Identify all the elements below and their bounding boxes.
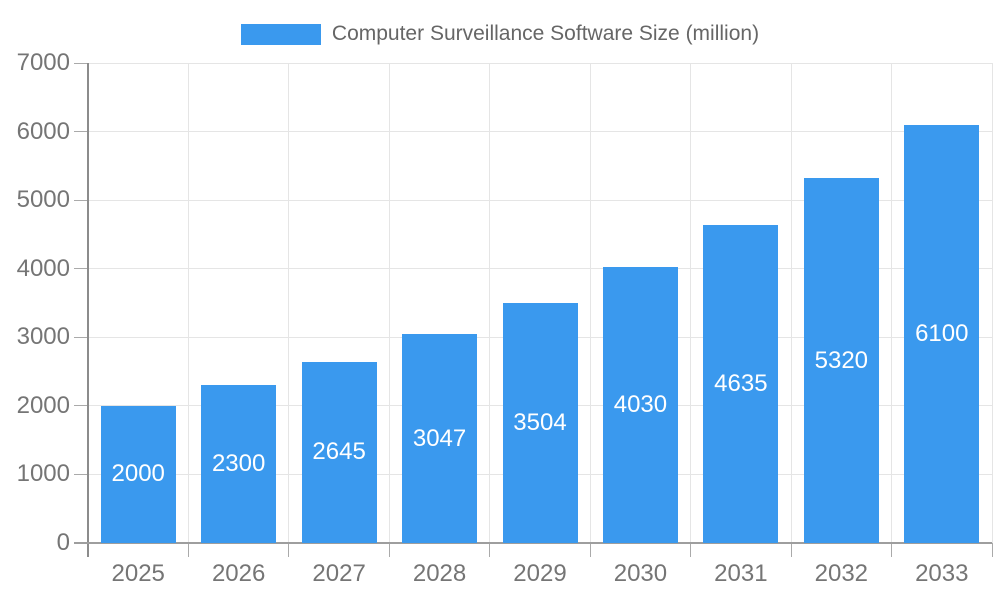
x-tick-label: 2033	[915, 560, 969, 587]
bar-value-label: 2645	[312, 438, 366, 466]
x-tick-mark	[790, 543, 792, 557]
y-tick-label: 2000	[16, 391, 70, 419]
chart-legend: Computer Surveillance Software Size (mil…	[0, 22, 1000, 46]
x-tick-mark	[589, 543, 591, 557]
x-tick-label: 2029	[513, 560, 567, 587]
bar-2031	[703, 225, 779, 543]
y-tick-label: 5000	[16, 186, 70, 214]
gridline-v	[187, 63, 189, 543]
bar-2032	[803, 178, 879, 543]
y-tick-label: 1000	[16, 460, 70, 488]
bar-value-label: 2000	[111, 460, 165, 488]
y-tick-label: 6000	[16, 117, 70, 145]
x-axis-line	[74, 542, 992, 544]
bar-value-label: 3504	[513, 408, 567, 436]
gridline-v	[589, 63, 591, 543]
gridline-v	[690, 63, 692, 543]
y-tick-label: 7000	[16, 49, 70, 76]
y-tick-mark	[74, 473, 88, 475]
x-tick-mark	[187, 543, 189, 557]
bar-2027	[301, 361, 377, 543]
x-tick-mark	[489, 543, 491, 557]
gridline-v	[790, 63, 792, 543]
bar-2025	[100, 405, 176, 543]
y-tick-label: 3000	[16, 323, 70, 351]
x-tick-mark	[388, 543, 390, 557]
x-tick-mark	[891, 543, 893, 557]
bar-value-label: 2300	[211, 450, 266, 478]
bar-value-label: 3047	[412, 424, 467, 452]
bar-value-label: 5320	[814, 346, 869, 374]
gridline-v	[991, 63, 993, 543]
gridline-h	[88, 268, 992, 270]
gridline-v	[891, 63, 893, 543]
x-tick-mark	[991, 543, 993, 557]
y-tick-mark	[74, 336, 88, 338]
y-axis-line	[87, 63, 89, 557]
gridline-v	[388, 63, 390, 543]
x-tick-mark	[690, 543, 692, 557]
bar-value-label: 4635	[714, 370, 768, 398]
bar-2030	[602, 266, 678, 543]
y-tick-mark	[74, 199, 88, 201]
gridline-v	[288, 63, 290, 543]
x-tick-label: 2031	[714, 560, 768, 587]
gridline-h	[88, 199, 992, 201]
x-tick-label: 2025	[111, 560, 165, 587]
y-tick-mark	[74, 62, 88, 64]
y-tick-mark	[74, 405, 88, 407]
x-tick-label: 2030	[613, 560, 668, 587]
bar-value-label: 4030	[613, 390, 668, 418]
x-tick-label: 2026	[211, 560, 266, 587]
y-tick-mark	[74, 131, 88, 133]
gridline-h	[88, 131, 992, 133]
gridline-v	[489, 63, 491, 543]
x-tick-mark	[288, 543, 290, 557]
legend-label: Computer Surveillance Software Size (mil…	[331, 22, 760, 45]
y-tick-label: 0	[56, 529, 70, 556]
bar-2026	[201, 385, 277, 543]
bar-2033	[904, 124, 980, 543]
legend-swatch	[240, 23, 321, 45]
gridline-h	[88, 62, 992, 64]
bar-value-label: 6100	[915, 319, 969, 347]
x-tick-label: 2032	[814, 560, 869, 587]
y-tick-label: 4000	[16, 254, 70, 282]
y-tick-mark	[74, 268, 88, 270]
x-tick-label: 2028	[412, 560, 467, 587]
x-tick-label: 2027	[312, 560, 366, 587]
bar-2029	[502, 302, 578, 543]
bar-2028	[402, 334, 478, 543]
